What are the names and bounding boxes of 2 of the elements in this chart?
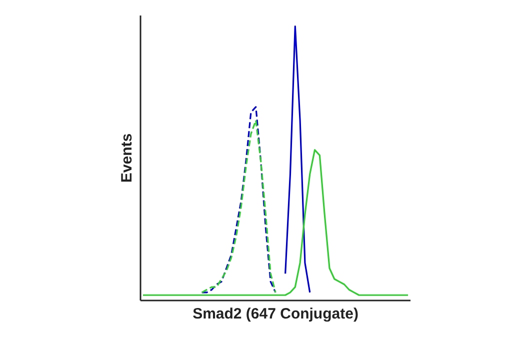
x-axis-title: Smad2 (647 Conjugate) (192, 306, 358, 322)
y-axis-title: Events (118, 133, 136, 183)
